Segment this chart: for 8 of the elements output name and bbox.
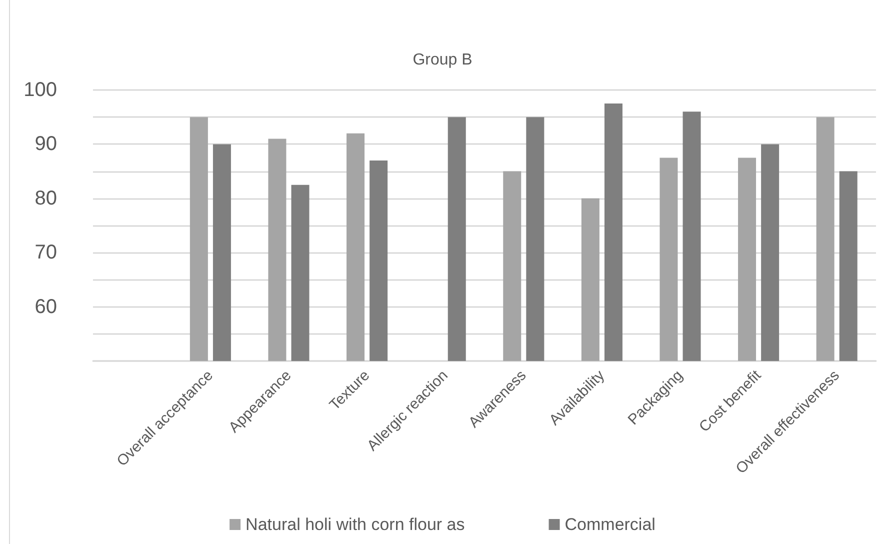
y-tick-label: 80 [34,187,57,210]
legend-label: Commercial [564,515,656,534]
chart-title: Group B [412,52,472,68]
y-tick-label: 100 [24,79,57,101]
legend-label: Natural holi with corn flour as [246,515,465,534]
y-tick-label: 70 [34,242,57,264]
y-tick-label: 90 [34,133,57,156]
y-tick-label: 60 [34,296,57,318]
